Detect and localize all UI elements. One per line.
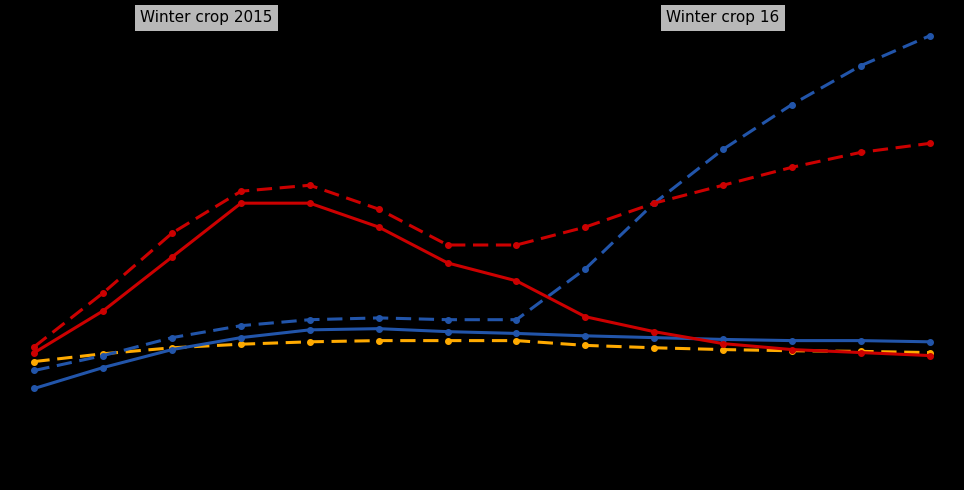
Text: Winter crop 16: Winter crop 16 — [666, 10, 780, 25]
Text: Winter crop 2015: Winter crop 2015 — [141, 10, 273, 25]
